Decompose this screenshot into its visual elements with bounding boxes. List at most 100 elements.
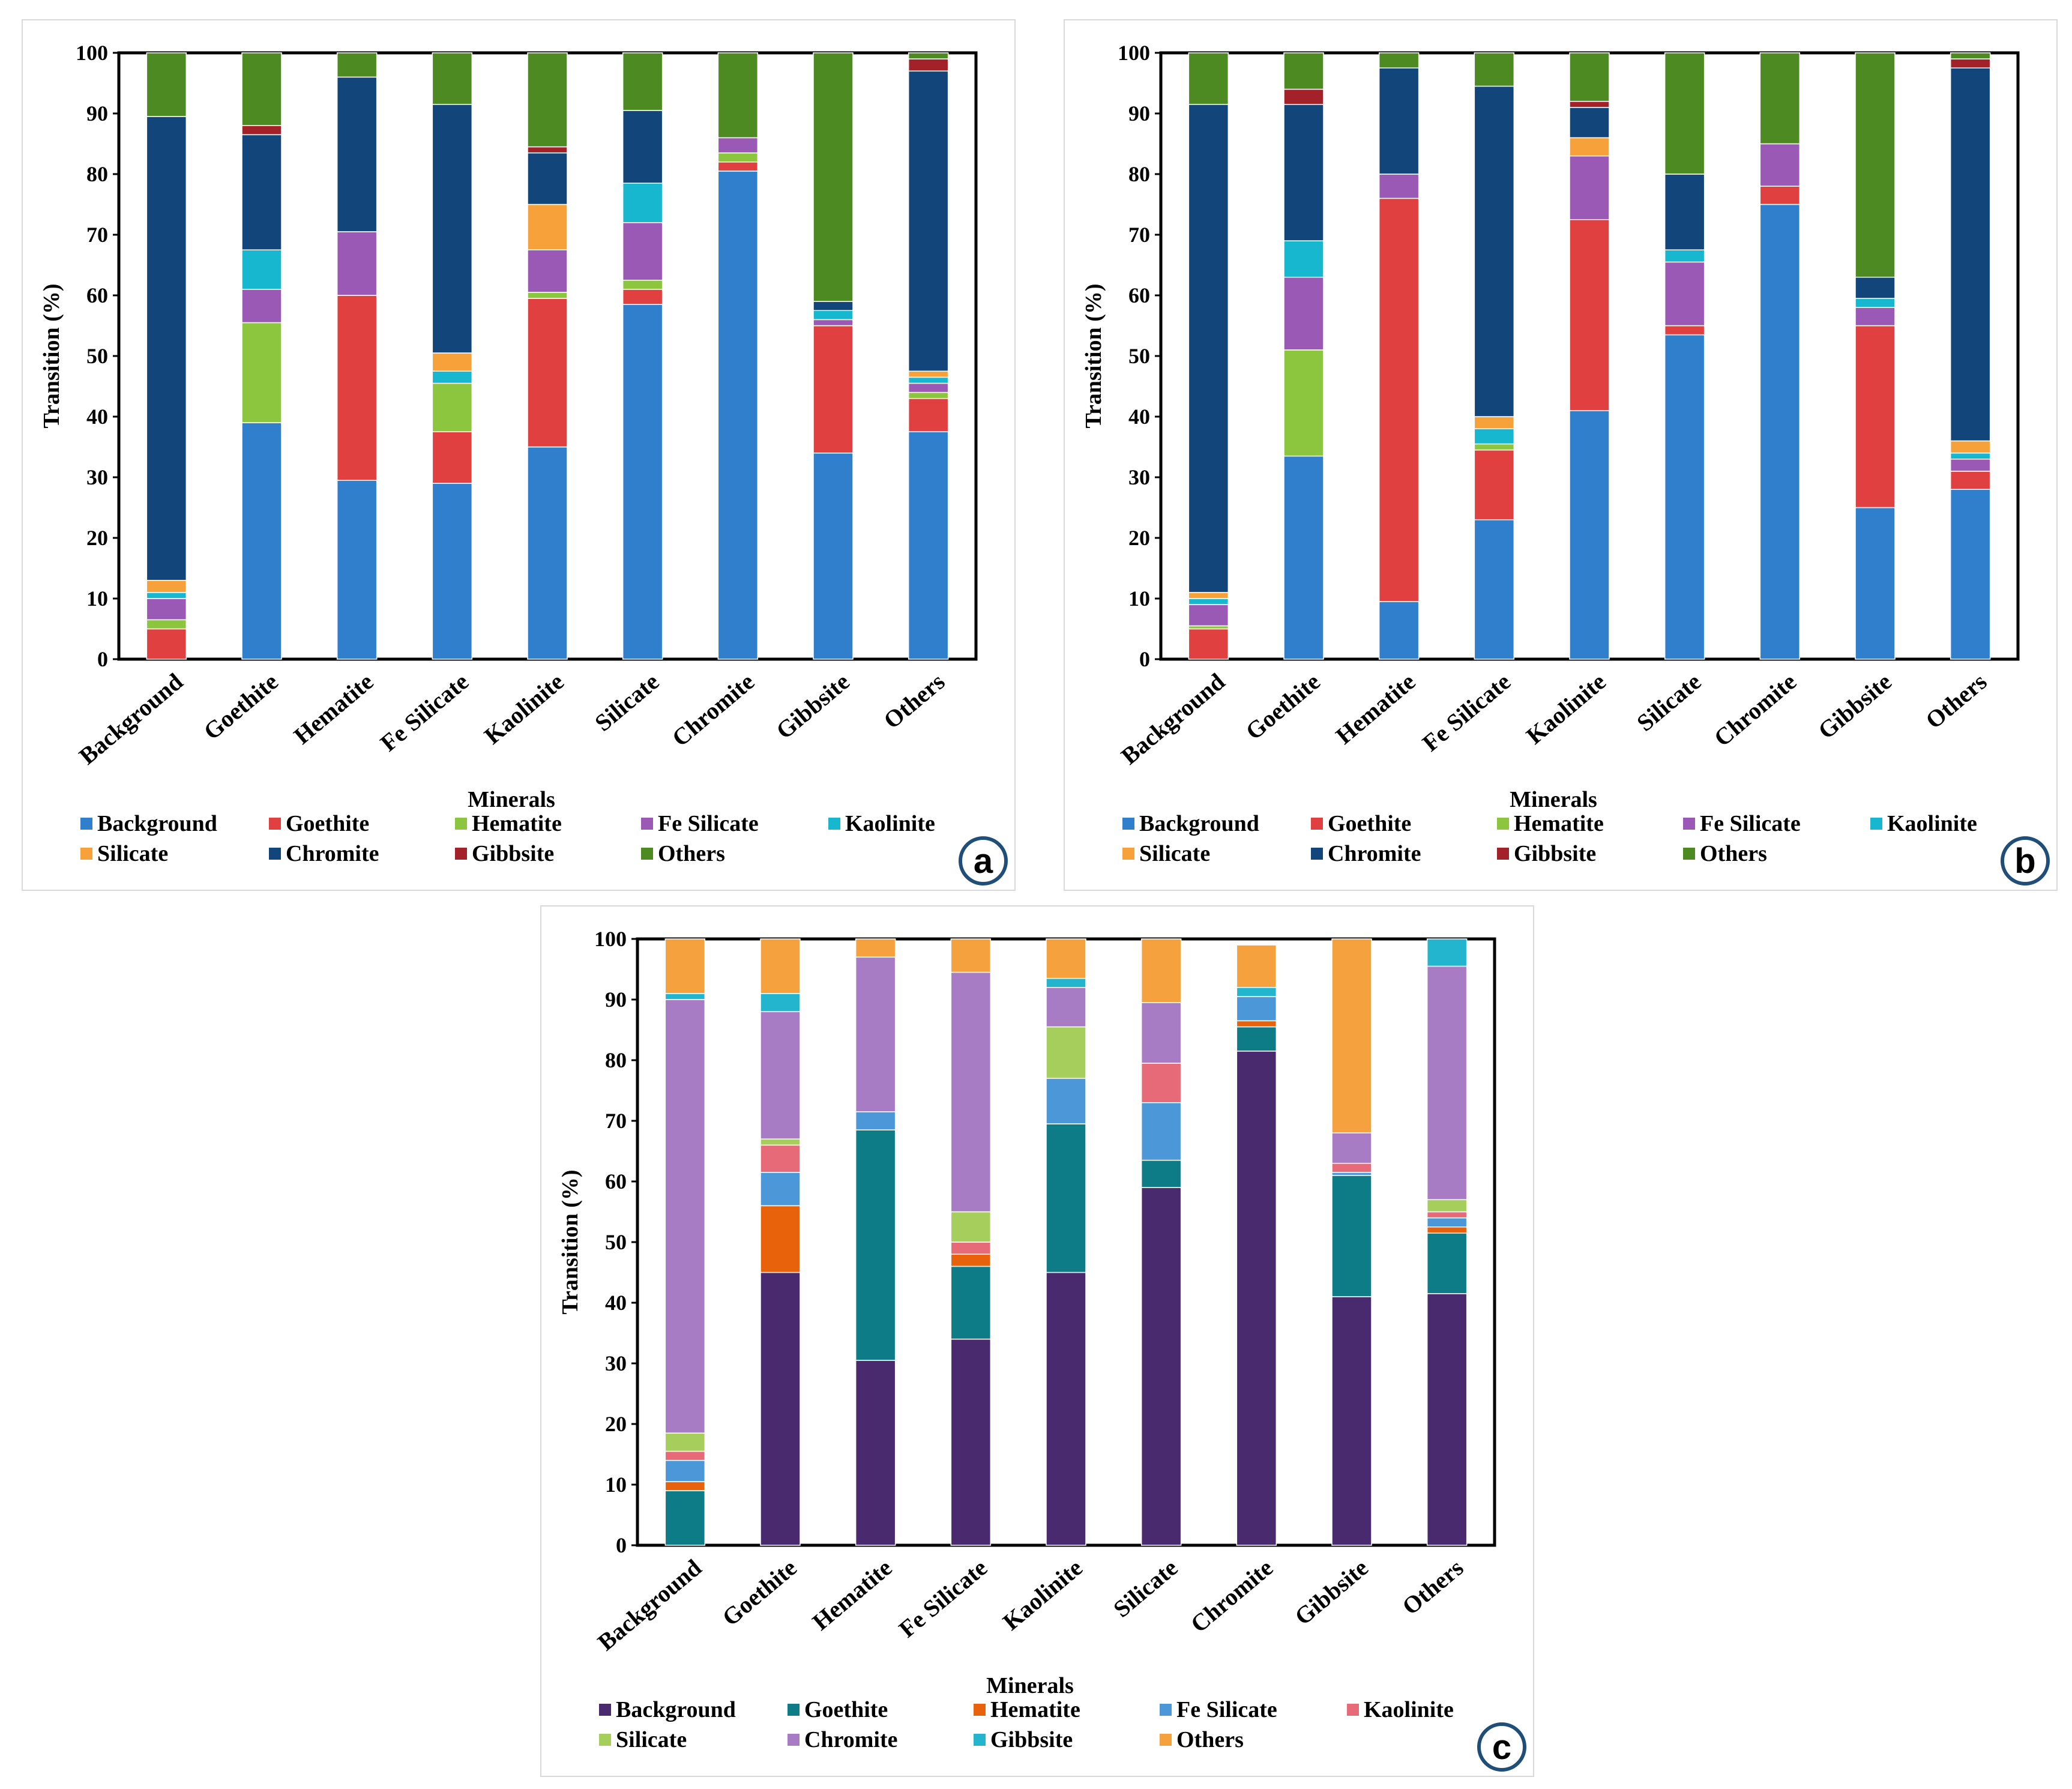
bar-segment-b-kaolinite-others — [1569, 52, 1610, 102]
bar-segment-a-others-chromite — [908, 70, 949, 372]
bar-segment-b-goethite-background — [1283, 455, 1324, 660]
bar-segment-b-fe-silicate-background — [1474, 519, 1515, 660]
bar-segment-c-others-gibbsite — [1426, 938, 1468, 967]
bar-segment-b-background-kaolinite — [1188, 598, 1229, 605]
y-axis-title: Transition (%) — [558, 1169, 583, 1314]
y-tick-label: 20 — [86, 526, 108, 550]
legend-swatch-hematite — [455, 818, 467, 830]
y-tick-label: 80 — [605, 1048, 627, 1072]
bar-segment-a-hematite-others — [336, 52, 378, 78]
legend-swatch-chromite — [269, 848, 281, 860]
bar-segment-b-kaolinite-gibbsite — [1569, 101, 1610, 108]
x-category-label: Silicate — [589, 668, 664, 736]
y-tick-label: 30 — [86, 465, 108, 489]
bar-segment-a-kaolinite-background — [527, 446, 568, 660]
bar-segment-c-hematite-fe-silicate — [855, 1111, 896, 1130]
bar-segment-b-chromite-fe-silicate — [1759, 143, 1801, 187]
bar-segment-c-others-goethite — [1426, 1232, 1468, 1294]
y-tick-label: 60 — [1128, 283, 1150, 307]
bar-segment-b-goethite-gibbsite — [1283, 88, 1324, 105]
bar-segment-b-kaolinite-silicate — [1569, 137, 1610, 157]
bar-segment-c-goethite-kaolinite — [760, 1144, 801, 1173]
bar-segment-c-fe-silicate-goethite — [950, 1266, 992, 1340]
x-axis-title: Minerals — [986, 1673, 1074, 1698]
bar-segment-a-chromite-background — [717, 170, 759, 660]
bar-segment-b-chromite-background — [1759, 204, 1801, 660]
y-tick-label: 100 — [76, 41, 108, 65]
bar-segment-a-background-goethite — [146, 628, 187, 660]
bar-segment-a-gibbsite-chromite — [813, 301, 854, 312]
y-tick-label: 100 — [1118, 41, 1150, 65]
bar-segment-b-others-silicate — [1950, 440, 1991, 454]
bar-segment-a-gibbsite-kaolinite — [813, 310, 854, 321]
bar-segment-c-goethite-gibbsite — [760, 993, 801, 1012]
bar-segment-a-gibbsite-others — [813, 52, 854, 302]
legend-label: Hematite — [472, 811, 562, 836]
x-category-label: Others — [878, 668, 950, 734]
bar-segment-c-gibbsite-others — [1331, 938, 1372, 1133]
bar-segment-b-hematite-goethite — [1378, 198, 1420, 602]
legend-label: Fe Silicate — [1176, 1697, 1277, 1722]
bar-segment-b-silicate-background — [1664, 334, 1705, 660]
legend-label: Background — [616, 1697, 736, 1722]
bar-segment-b-gibbsite-goethite — [1855, 325, 1896, 508]
bar-segment-a-hematite-background — [336, 480, 378, 660]
bar-segment-c-others-chromite — [1426, 965, 1468, 1201]
bar-segment-b-fe-silicate-goethite — [1474, 449, 1515, 520]
bar-segment-b-others-goethite — [1950, 471, 1991, 490]
legend-label: Kaolinite — [1887, 811, 1977, 836]
bar-segment-c-background-fe-silicate — [664, 1459, 706, 1482]
bar-segment-c-gibbsite-background — [1331, 1296, 1372, 1546]
legend-swatch-silicate — [80, 848, 92, 860]
chart-a-svg: 0 10 20 30 40 50 60 70 80 90 100 Transition (%) Back… — [39, 41, 1008, 885]
legend-label: Others — [1700, 841, 1767, 866]
bar-segment-c-fe-silicate-others — [950, 938, 992, 973]
bar-segment-b-others-fe-silicate — [1950, 458, 1991, 472]
bar-segment-a-goethite-fe-silicate — [241, 289, 282, 324]
bar-segment-c-goethite-hematite — [760, 1205, 801, 1273]
bar-segment-a-goethite-background — [241, 422, 282, 660]
bar-segment-a-hematite-goethite — [336, 295, 378, 481]
bar-segment-a-others-kaolinite — [908, 376, 949, 384]
y-tick-label: 60 — [86, 283, 108, 307]
bar-segment-b-goethite-hematite — [1283, 349, 1324, 457]
bar-segment-c-background-goethite — [664, 1490, 706, 1546]
y-tick-label: 100 — [594, 927, 627, 951]
legend-label: Hematite — [990, 1697, 1080, 1722]
chart-panel-a: 0 10 20 30 40 50 60 70 80 90 100 Transition (%) Back… — [22, 19, 1016, 891]
bar-segment-b-kaolinite-background — [1569, 410, 1610, 660]
bar-segment-a-fe-silicate-goethite — [432, 431, 473, 484]
y-tick-label: 50 — [1128, 344, 1150, 368]
bar-segment-a-others-silicate — [908, 370, 949, 378]
bar-segment-c-hematite-others — [855, 938, 896, 958]
legend-label: Silicate — [1139, 841, 1210, 866]
legend-label: Fe Silicate — [658, 811, 759, 836]
bar-segment-b-silicate-fe-silicate — [1664, 261, 1705, 327]
panel-badge-circle — [959, 836, 1008, 885]
bar-segment-c-kaolinite-goethite — [1046, 1123, 1086, 1273]
legend-swatch-chromite — [1311, 848, 1323, 860]
bar-segment-a-others-hematite — [908, 391, 949, 399]
legend-swatch-hematite — [974, 1704, 986, 1716]
bar-segment-b-kaolinite-goethite — [1569, 219, 1610, 411]
bar-segment-c-silicate-chromite — [1140, 1002, 1182, 1064]
bar-segment-a-fe-silicate-silicate — [432, 352, 473, 372]
bar-segment-b-goethite-others — [1283, 52, 1324, 90]
bar-segment-a-hematite-fe-silicate — [336, 231, 378, 296]
bar-segment-c-fe-silicate-kaolinite — [950, 1241, 992, 1255]
bar-segment-c-silicate-goethite — [1140, 1159, 1182, 1188]
bar-segment-b-gibbsite-fe-silicate — [1855, 307, 1896, 327]
bar-segment-b-chromite-others — [1759, 52, 1801, 145]
bar-segment-c-gibbsite-goethite — [1331, 1175, 1372, 1297]
bar-segment-a-kaolinite-fe-silicate — [527, 249, 568, 293]
bar-segment-b-background-hematite — [1188, 625, 1229, 630]
y-tick-label: 0 — [1139, 647, 1150, 671]
legend-swatch-others — [1160, 1734, 1172, 1746]
y-tick-label: 10 — [86, 587, 108, 611]
bar-segment-a-background-fe-silicate — [146, 598, 187, 621]
bar-segment-a-kaolinite-chromite — [527, 152, 568, 205]
y-tick-label: 30 — [605, 1351, 627, 1375]
bar-segment-a-background-chromite — [146, 116, 187, 581]
bar-segment-b-hematite-others — [1378, 52, 1420, 68]
panel-badge-circle — [2001, 836, 2050, 885]
